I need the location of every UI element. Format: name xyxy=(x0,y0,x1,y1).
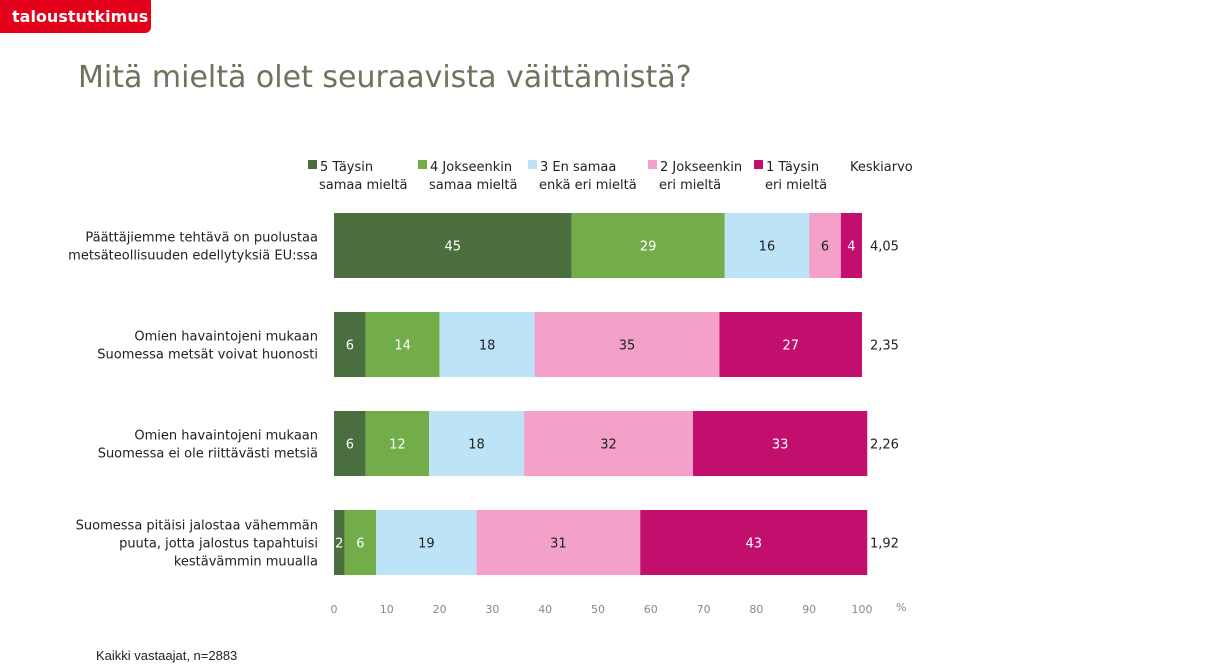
bar-value-label: 18 xyxy=(468,438,485,453)
bar-value-label: 43 xyxy=(745,537,762,552)
category-label: Suomessa pitäisi jalostaa vähemmän xyxy=(76,519,318,534)
category-label: Suomessa metsät voivat huonosti xyxy=(97,348,318,363)
footnote: Kaikki vastaajat, n=2883 xyxy=(96,648,238,663)
bar-segment xyxy=(719,312,862,377)
bar-value-label: 6 xyxy=(821,240,829,255)
average-value: 2,26 xyxy=(870,438,899,453)
average-value: 1,92 xyxy=(870,537,899,552)
bar-value-label: 33 xyxy=(772,438,789,453)
bar-segment xyxy=(344,510,377,575)
bar-value-label: 45 xyxy=(445,240,462,255)
bar-value-label: 29 xyxy=(640,240,657,255)
category-label: Omien havaintojeni mukaan xyxy=(134,429,318,444)
x-tick-label: 20 xyxy=(433,603,447,616)
bar-value-label: 6 xyxy=(346,339,354,354)
x-tick-label: 30 xyxy=(485,603,499,616)
legend-swatch xyxy=(418,160,427,169)
category-label: kestävämmin muualla xyxy=(174,555,318,570)
x-tick-label: 50 xyxy=(591,603,605,616)
category-label: Päättäjiemme tehtävä on puolustaa xyxy=(85,231,318,246)
legend-label: enkä eri mieltä xyxy=(539,178,637,193)
legend-swatch xyxy=(528,160,537,169)
legend-label: samaa mieltä xyxy=(429,178,517,193)
bar-value-label: 31 xyxy=(550,537,567,552)
bar-segment xyxy=(334,312,366,377)
bar-segment xyxy=(840,213,862,278)
bar-segment xyxy=(640,510,868,575)
bar-segment xyxy=(724,213,810,278)
bar-value-label: 12 xyxy=(389,438,406,453)
legend-label: 3 En samaa xyxy=(540,160,616,175)
bar-segment xyxy=(365,312,440,377)
bar-value-label: 27 xyxy=(782,339,799,354)
x-tick-label: 90 xyxy=(802,603,816,616)
category-label: Omien havaintojeni mukaan xyxy=(134,330,318,345)
page-title: Mitä mieltä olet seuraavista väittämistä… xyxy=(78,60,692,95)
legend-swatch xyxy=(754,160,763,169)
bar-value-label: 6 xyxy=(346,438,354,453)
legend-label: samaa mieltä xyxy=(319,178,407,193)
average-header: Keskiarvo xyxy=(850,160,913,175)
bar-value-label: 35 xyxy=(619,339,636,354)
bar-value-label: 2 xyxy=(335,537,343,552)
bar-segment xyxy=(334,510,345,575)
category-label: metsäteollisuuden edellytyksiä EU:ssa xyxy=(68,249,318,264)
legend-label: 2 Jokseenkin xyxy=(660,160,742,175)
bar-segment xyxy=(476,510,641,575)
legend-label: eri mieltä xyxy=(659,178,721,193)
average-value: 2,35 xyxy=(870,339,899,354)
bar-value-label: 19 xyxy=(418,537,435,552)
bar-segment xyxy=(571,213,725,278)
x-tick-label: 80 xyxy=(749,603,763,616)
legend-label: 4 Jokseenkin xyxy=(430,160,512,175)
bar-segment xyxy=(809,213,841,278)
average-value: 4,05 xyxy=(870,240,899,255)
brand-logo: taloustutkimus xyxy=(0,0,151,33)
bar-segment xyxy=(524,411,694,476)
bar-segment xyxy=(534,312,720,377)
x-axis-unit: % xyxy=(896,601,906,614)
category-label: puuta, jotta jalostus tapahtuisi xyxy=(119,537,318,552)
bar-segment xyxy=(439,312,535,377)
legend-label: 1 Täysin xyxy=(766,160,819,175)
x-tick-label: 0 xyxy=(331,603,338,616)
x-tick-label: 40 xyxy=(538,603,552,616)
x-tick-label: 10 xyxy=(380,603,394,616)
bar-segment xyxy=(334,411,366,476)
x-tick-label: 100 xyxy=(852,603,873,616)
bar-value-label: 14 xyxy=(394,339,411,354)
bar-value-label: 6 xyxy=(356,537,364,552)
legend-swatch xyxy=(648,160,657,169)
bar-segment xyxy=(365,411,430,476)
bar-value-label: 18 xyxy=(479,339,496,354)
legend-label: 5 Täysin xyxy=(320,160,373,175)
bar-segment xyxy=(693,411,868,476)
x-tick-label: 60 xyxy=(644,603,658,616)
legend-swatch xyxy=(308,160,317,169)
bar-value-label: 4 xyxy=(847,240,855,255)
bar-value-label: 16 xyxy=(759,240,776,255)
legend-label: eri mieltä xyxy=(765,178,827,193)
bar-segment xyxy=(429,411,525,476)
bar-segment xyxy=(376,510,477,575)
bar-value-label: 32 xyxy=(600,438,617,453)
bar-segment xyxy=(334,213,572,278)
category-label: Suomessa ei ole riittävästi metsiä xyxy=(98,447,318,462)
x-tick-label: 70 xyxy=(697,603,711,616)
